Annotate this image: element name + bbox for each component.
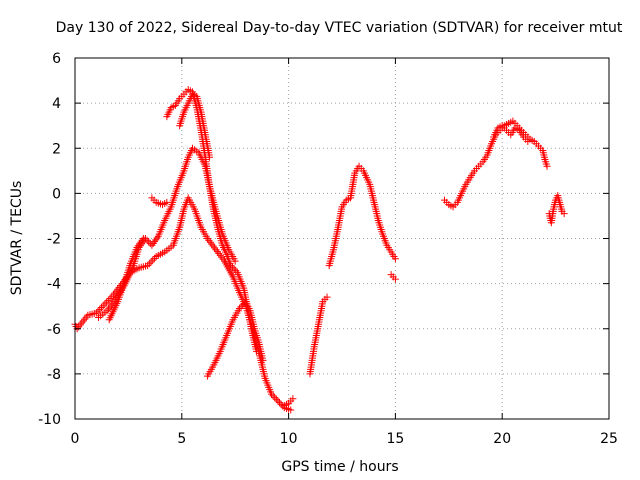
- data-point-marker: [134, 242, 142, 250]
- data-point-marker: [271, 394, 279, 402]
- data-point-marker: [103, 298, 111, 306]
- data-point-marker: [133, 244, 141, 252]
- data-point-marker: [99, 302, 107, 310]
- series-arc-10: [325, 162, 399, 270]
- y-tick-label: -2: [47, 232, 61, 248]
- data-point-marker: [269, 392, 277, 400]
- data-point-marker: [391, 275, 399, 283]
- x-tick-label: 5: [177, 431, 186, 447]
- x-axis-label: GPS time / hours: [281, 459, 398, 475]
- data-point-marker: [232, 267, 240, 275]
- data-point-marker: [323, 293, 331, 301]
- data-point-marker: [276, 399, 284, 407]
- y-ticks: -10 -8 -6 -4 -2 0 2 4 6: [38, 51, 609, 428]
- data-point-marker: [150, 238, 158, 246]
- x-tick-label: 20: [493, 431, 511, 447]
- data-point-marker: [153, 234, 161, 242]
- y-tick-label: 2: [52, 141, 61, 157]
- series-arc-8: [280, 395, 297, 409]
- y-tick-label: -8: [47, 367, 61, 383]
- data-point-marker: [272, 395, 280, 403]
- data-point-marker: [139, 235, 147, 242]
- data-point-marker: [235, 304, 243, 312]
- x-tick-label: 10: [280, 431, 298, 447]
- y-tick-label: 0: [52, 186, 61, 202]
- data-point-marker: [543, 162, 551, 170]
- data-point-marker: [163, 198, 171, 206]
- data-point-marker: [79, 317, 87, 325]
- data-point-marker: [94, 307, 102, 315]
- x-gridlines: [181, 58, 503, 419]
- data-point-marker: [274, 397, 282, 405]
- y-tick-label: -4: [47, 277, 61, 293]
- data-point-marker: [229, 263, 237, 271]
- x-ticks: 0 5 10 15 20 25: [71, 58, 618, 447]
- y-axis-label: SDTVAR / TECUs: [9, 181, 25, 296]
- data-point-marker: [239, 301, 247, 309]
- x-tick-label: 15: [386, 431, 404, 447]
- data-point-marker: [101, 300, 109, 308]
- series-arc-4: [148, 194, 171, 209]
- data-point-marker: [104, 296, 112, 304]
- data-point-marker: [92, 309, 100, 317]
- data-point-marker: [96, 305, 104, 313]
- data-point-marker: [237, 303, 245, 311]
- data-point-marker: [106, 295, 114, 303]
- data-point-marker: [560, 210, 568, 218]
- data-point-marker: [97, 304, 105, 312]
- data-point-marker: [206, 153, 214, 161]
- data-point-marker: [137, 238, 145, 246]
- series-arc-14: [545, 192, 568, 227]
- series-arc-9: [306, 293, 331, 378]
- data-points: [71, 86, 568, 414]
- data-point-marker: [227, 262, 235, 270]
- data-point-marker: [81, 315, 89, 323]
- data-point-marker: [391, 255, 399, 263]
- data-point-marker: [78, 319, 86, 327]
- y-tick-label: 4: [52, 96, 61, 112]
- data-point-marker: [150, 254, 158, 262]
- data-point-marker: [230, 265, 238, 273]
- data-point-marker: [231, 257, 239, 265]
- data-point-marker: [259, 356, 267, 364]
- y-tick-label: -10: [38, 412, 61, 428]
- data-point-marker: [279, 402, 287, 410]
- y-tick-label: 6: [52, 51, 61, 67]
- y-gridlines: [75, 102, 609, 375]
- data-point-marker: [108, 293, 116, 301]
- x-tick-label: 25: [600, 431, 618, 447]
- data-point-marker: [149, 256, 157, 264]
- data-point-marker: [289, 395, 297, 403]
- data-point-marker: [136, 240, 144, 248]
- series-arc-6: [176, 90, 214, 161]
- chart-title: Day 130 of 2022, Sidereal Day-to-day VTE…: [56, 20, 623, 36]
- series-arc-13: [490, 122, 532, 145]
- data-point-marker: [524, 137, 532, 145]
- data-point-marker: [144, 262, 152, 270]
- data-point-marker: [148, 241, 156, 249]
- data-point-marker: [138, 236, 146, 244]
- data-point-marker: [147, 258, 155, 266]
- series-arc-1: [71, 194, 295, 414]
- data-point-marker: [287, 406, 295, 414]
- series-arc-7: [203, 298, 267, 380]
- data-point-marker: [268, 390, 276, 398]
- series-arc-3: [105, 235, 147, 324]
- data-point-marker: [149, 239, 157, 247]
- data-point-marker: [152, 236, 160, 244]
- x-tick-label: 0: [71, 431, 80, 447]
- data-point-marker: [76, 321, 84, 329]
- data-point-marker: [145, 260, 153, 268]
- y-tick-label: -6: [47, 322, 61, 338]
- series-arc-11: [387, 271, 399, 283]
- series-arc-2: [94, 144, 239, 321]
